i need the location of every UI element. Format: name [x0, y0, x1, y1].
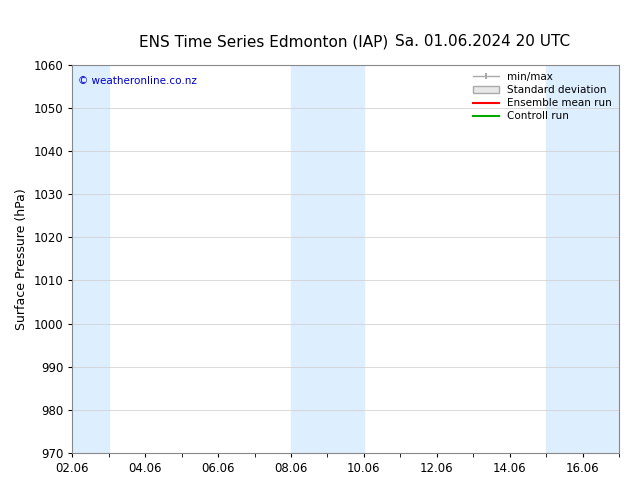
Bar	[72, 65, 109, 453]
Bar	[546, 65, 619, 453]
Text: © weatheronline.co.nz: © weatheronline.co.nz	[78, 76, 197, 86]
Text: Sa. 01.06.2024 20 UTC: Sa. 01.06.2024 20 UTC	[395, 34, 570, 49]
Bar	[291, 65, 364, 453]
Legend: min/max, Standard deviation, Ensemble mean run, Controll run: min/max, Standard deviation, Ensemble me…	[469, 68, 616, 125]
Y-axis label: Surface Pressure (hPa): Surface Pressure (hPa)	[15, 188, 28, 330]
Text: ENS Time Series Edmonton (IAP): ENS Time Series Edmonton (IAP)	[139, 34, 388, 49]
